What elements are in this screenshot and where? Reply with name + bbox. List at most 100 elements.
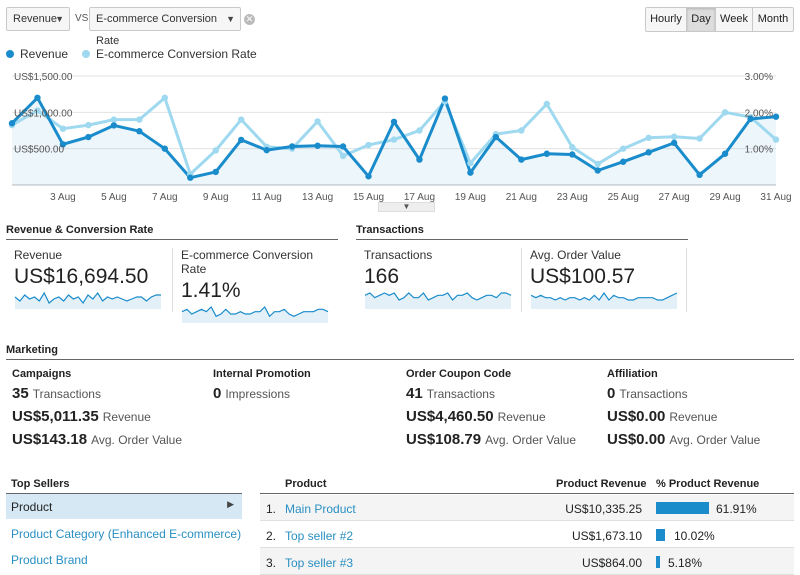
y-right-tick-label: 2.00% <box>745 108 773 119</box>
legend-conversion-label: E-commerce Conversion Rate <box>96 47 257 61</box>
transactions-sparkline <box>364 292 512 309</box>
y-left-tick-label: US$500.00 <box>14 145 64 156</box>
marketing-label: Transactions <box>32 387 101 401</box>
revenue-point <box>365 173 372 180</box>
revenue-share-bar <box>656 529 665 541</box>
legend-revenue-label: Revenue <box>20 47 69 61</box>
revenue-point <box>110 122 118 129</box>
primary-metric-select[interactable]: Revenue ▼ <box>6 7 70 31</box>
top-sellers-item-product[interactable]: Product ▶ <box>6 494 242 519</box>
metric-value: US$16,694.50 <box>14 265 149 288</box>
conversion-rate-point <box>696 135 703 142</box>
revenue-point <box>569 151 576 158</box>
revenue-section-title: Revenue & Conversion Rate <box>6 224 338 240</box>
week-button[interactable]: Week <box>715 7 753 32</box>
x-tick-label: 25 Aug <box>608 192 639 203</box>
conversion-rate-point <box>110 116 118 123</box>
marketing-label: Avg. Order Value <box>91 433 182 447</box>
top-sellers-title: Top Sellers <box>6 478 242 494</box>
header-percent-product-revenue[interactable]: % Product Revenue <box>656 478 760 490</box>
conversion-rate-point <box>59 125 67 132</box>
marketing-value: 35 <box>12 385 29 402</box>
conversion-rate-point <box>645 134 652 141</box>
conversion-rate-point <box>594 160 601 168</box>
revenue-point <box>441 95 449 102</box>
revenue-point <box>696 171 703 179</box>
conversion-rate-point <box>365 141 372 149</box>
product-link[interactable]: Main Product <box>285 502 356 516</box>
conversion-sparkline <box>181 306 329 323</box>
revenue-point <box>670 139 678 147</box>
marketing-value: 0 <box>607 385 616 402</box>
product-revenue: US$1,673.10 <box>571 529 642 543</box>
metric-avg-order-value[interactable]: Avg. Order Value US$100.57 <box>530 248 680 312</box>
revenue-point <box>288 143 296 150</box>
marketing-label: Revenue <box>497 410 546 424</box>
compare-metric-select[interactable]: E-commerce Conversion Rate ▼ <box>89 7 241 47</box>
marketing-value: US$0.00 <box>607 431 666 448</box>
metric-transactions[interactable]: Transactions 166 <box>364 248 514 312</box>
header-product[interactable]: Product <box>285 478 327 490</box>
revenue-point <box>492 133 500 141</box>
top-sellers-item-label: Product <box>11 500 53 514</box>
revenue-point <box>187 174 194 181</box>
compare-metric-label: E-commerce Conversion Rate <box>96 13 218 47</box>
marketing-value: US$5,011.35 <box>12 408 99 425</box>
top-sellers-item-product-brand[interactable]: Product Brand <box>11 553 88 567</box>
marketing-value: 0 <box>213 385 222 402</box>
x-tick-label: 29 Aug <box>709 192 740 203</box>
conversion-rate-point <box>416 127 423 134</box>
metric-label: Avg. Order Value <box>530 248 621 262</box>
sparkline-line <box>181 306 329 318</box>
header-product-revenue[interactable]: Product Revenue <box>556 478 647 490</box>
product-table-header: Product Product Revenue % Product Revenu… <box>260 478 794 494</box>
revenue-point <box>721 150 729 157</box>
product-link[interactable]: Top seller #3 <box>285 556 354 570</box>
line-chart[interactable]: US$1,500.00 US$1,000.00 US$500.00 3.00% 2.00… <box>0 64 800 214</box>
marketing-affiliation: Affiliation 0 Transactions US$0.00 Revenue… <box>607 368 797 448</box>
avg-order-sparkline <box>530 291 678 309</box>
chevron-right-icon: ▶ <box>227 499 234 509</box>
conversion-rate-point <box>569 144 576 151</box>
row-number: 1. <box>266 502 277 516</box>
revenue-point <box>314 142 321 149</box>
vs-label: VS <box>75 13 89 24</box>
x-tick-label: 19 Aug <box>455 192 486 203</box>
x-tick-label: 27 Aug <box>659 192 690 203</box>
month-button[interactable]: Month <box>752 7 794 32</box>
chevron-down-icon: ▼ <box>55 14 64 24</box>
marketing-heading: Campaigns <box>12 368 72 380</box>
top-sellers-item-product-category[interactable]: Product Category (Enhanced E-commerce) <box>11 527 242 541</box>
marketing-order-coupon-code: Order Coupon Code 41 Transactions US$4,46… <box>406 368 596 448</box>
marketing-internal-promotion: Internal Promotion 0 Impressions <box>213 368 393 402</box>
conversion-rate-point <box>670 133 678 140</box>
legend-revenue[interactable]: Revenue <box>6 47 68 61</box>
metric-conversion-rate[interactable]: E-commerce Conversion Rate 1.41% <box>181 248 333 326</box>
product-link[interactable]: Top seller #2 <box>285 529 354 543</box>
sparkline-line <box>14 291 161 305</box>
marketing-section-title: Marketing <box>6 344 794 360</box>
chart-collapse-handle[interactable]: ▼ <box>378 202 435 212</box>
legend-conversion[interactable]: E-commerce Conversion Rate <box>82 47 257 61</box>
conversion-rate-point <box>518 127 525 134</box>
divider <box>172 248 173 312</box>
revenue-point <box>85 133 92 141</box>
revenue-point <box>620 158 627 165</box>
revenue-point <box>543 150 550 157</box>
row-number: 2. <box>266 529 277 543</box>
revenue-point <box>263 146 270 154</box>
day-button[interactable]: Day <box>686 7 716 32</box>
x-tick-label: 9 Aug <box>203 192 229 203</box>
table-row: 1. Main Product US$10,335.25 61.91% <box>260 495 794 521</box>
marketing-label: Revenue <box>669 410 718 424</box>
revenue-sparkline <box>14 291 161 309</box>
x-tick-label: 21 Aug <box>506 192 537 203</box>
sparkline-line <box>364 292 512 301</box>
x-tick-label: 5 Aug <box>101 192 127 203</box>
hourly-button[interactable]: Hourly <box>645 7 687 32</box>
marketing-value: US$0.00 <box>607 408 666 425</box>
clear-compare-icon[interactable]: ✕ <box>244 14 255 25</box>
metric-revenue[interactable]: Revenue US$16,694.50 <box>14 248 164 312</box>
marketing-label: Avg. Order Value <box>485 433 576 447</box>
y-right-tick-label: 3.00% <box>745 72 773 83</box>
